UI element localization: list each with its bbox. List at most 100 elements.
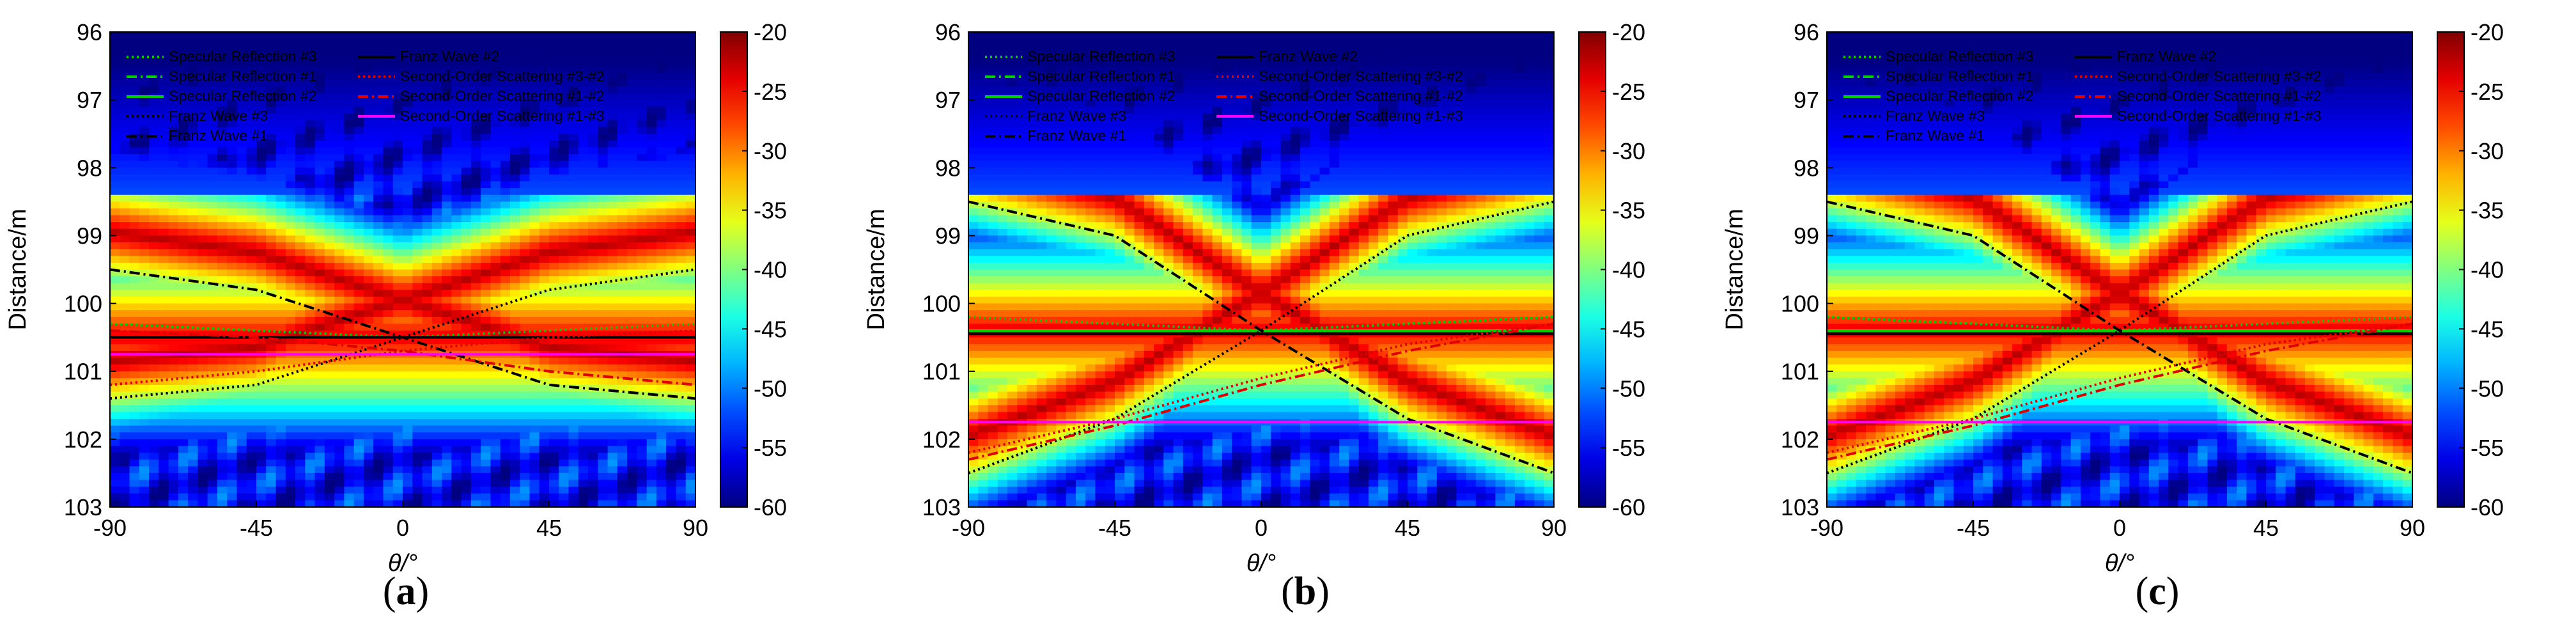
colorbar-tick-label: -30 [1612,138,1645,164]
colorbar-tick-label: -45 [1612,316,1645,342]
colorbar-tick-label: -50 [1612,375,1645,402]
y-tick-label: 97 [935,87,961,113]
chart-svg: -90 -45 0 45 90 96 97 98 99 100 101 102 103 θ/° Distan… [4,19,787,577]
colorbar-tick-label: -25 [754,79,787,105]
legend: Specular Reflection #3 Specular Reflectio… [985,48,1463,144]
series-line-8 [110,329,695,386]
legend-entry: Franz Wave #1 [1027,127,1126,144]
series-line-5 [968,200,1554,474]
x-tick-label: -45 [1098,515,1131,541]
y-axis-label: Distance/m [863,208,890,330]
y-tick-label: 100 [922,291,961,317]
y-tick-label: 99 [1794,223,1819,249]
chart-panel-c: -90 -45 0 45 90 96 97 98 99 100 101 102 103 θ/° Distan… [1717,0,2575,633]
x-tick-label: 0 [396,515,409,541]
colorbar-tick-label: -55 [754,435,787,461]
colorbar-tick-label: -35 [1612,198,1645,224]
y-tick-label: 101 [922,359,961,385]
colorbar-tick-label: -30 [2471,138,2504,164]
y-tick-label: 100 [1781,291,1819,317]
series-line-8 [968,322,1554,461]
chart-svg: -90 -45 0 45 90 96 97 98 99 100 101 102 103 θ/° Distan… [1721,19,2504,577]
colorbar-tick-label: -45 [2471,316,2504,342]
legend-entry: Second-Order Scattering #1-#3 [1259,107,1463,124]
legend-entry: Specular Reflection #2 [169,88,316,104]
legend-entry: Franz Wave #2 [2117,48,2216,65]
legend-entry: Specular Reflection #2 [1886,88,2033,104]
legend-entry: Specular Reflection #3 [1027,48,1175,65]
legend-entry: Franz Wave #1 [1886,127,1985,144]
series-line-7 [968,322,1554,455]
y-tick-label: 103 [922,494,961,520]
legend-entry: Second-Order Scattering #3-#2 [1259,68,1463,84]
colorbar-tick-label: -45 [754,316,787,342]
colorbar-tick-label: -25 [1612,79,1645,105]
y-tick-label: 101 [1781,359,1819,385]
series-line-7 [110,329,695,386]
series-line-8 [1827,322,2412,461]
x-tick-label: -45 [1957,515,1990,541]
y-tick-label: 99 [935,223,961,249]
legend-entry: Second-Order Scattering #3-#2 [2117,68,2322,84]
y-tick-label: 97 [77,87,102,113]
y-axis-label: Distance/m [1721,208,1748,330]
x-tick-label: 90 [2400,515,2425,541]
x-axis-label: θ/° [1246,550,1276,577]
colorbar-tick-label: -30 [754,138,787,164]
x-tick-label: 45 [1395,515,1420,541]
colorbar-tick-label: -20 [1612,19,1645,45]
y-tick-label: 96 [1794,19,1819,45]
colorbar-tick-label: -20 [754,19,787,45]
legend-entry: Franz Wave #3 [1027,107,1126,124]
legend-entry: Franz Wave #3 [169,107,268,124]
x-tick-label: -45 [240,515,273,541]
colorbar-tick-label: -40 [1612,257,1645,283]
y-tick-label: 96 [77,19,102,45]
legend: Specular Reflection #3 Specular Reflectio… [127,48,605,144]
legend-entry: Specular Reflection #1 [1886,68,2033,84]
x-tick-label: -90 [1810,515,1843,541]
legend-entry: Franz Wave #2 [1259,48,1358,65]
y-tick-label: 103 [1781,494,1819,520]
legend-entry: Specular Reflection #1 [1027,68,1175,84]
colorbar-tick-label: -25 [2471,79,2504,105]
legend-entry: Franz Wave #1 [169,127,268,144]
heatmap [110,32,695,507]
colorbar-tick-label: -50 [2471,375,2504,402]
x-axis-label: θ/° [2105,550,2134,577]
legend-entry: Franz Wave #3 [1886,107,1985,124]
x-tick-label: 90 [683,515,708,541]
y-tick-label: 96 [935,19,961,45]
x-axis-label: θ/° [388,550,417,577]
series-line-4 [110,268,695,400]
legend: Specular Reflection #3 Specular Reflectio… [1843,48,2322,144]
chart-panel-b: -90 -45 0 45 90 96 97 98 99 100 101 102 103 θ/° Distan… [858,0,1717,633]
colorbar-tick-label: -35 [2471,198,2504,224]
legend-entry: Specular Reflection #3 [1886,48,2033,65]
colorbar-tick-label: -60 [1612,494,1645,520]
chart-panel-a: -90 -45 0 45 90 96 97 98 99 100 101 102 103 θ/° Distan… [0,0,858,633]
y-tick-label: 103 [64,494,102,520]
panel-caption: (a) [382,570,430,613]
x-tick-label: 45 [2253,515,2279,541]
series-line-5 [1827,200,2412,474]
colorbar-tick-label: -55 [1612,435,1645,461]
legend-entry: Specular Reflection #2 [1027,88,1175,104]
y-tick-label: 102 [64,426,102,453]
series-line-7 [1827,322,2412,455]
y-tick-label: 98 [935,155,961,181]
colorbar-tick-label: -40 [754,257,787,283]
legend-entry: Second-Order Scattering #1-#3 [2117,107,2322,124]
y-tick-label: 97 [1794,87,1819,113]
legend-entry: Second-Order Scattering #3-#2 [400,68,605,84]
panel-caption: (b) [1281,570,1330,613]
colorbar-tick-label: -20 [2471,19,2504,45]
colorbar-tick-label: -50 [754,375,787,402]
chart-svg: -90 -45 0 45 90 96 97 98 99 100 101 102 103 θ/° Distan… [863,19,1645,577]
y-axis-label: Distance/m [4,208,31,330]
x-tick-label: -90 [952,515,985,541]
x-tick-label: -90 [93,515,127,541]
y-tick-label: 98 [1794,155,1819,181]
y-tick-label: 100 [64,291,102,317]
y-tick-label: 101 [64,359,102,385]
